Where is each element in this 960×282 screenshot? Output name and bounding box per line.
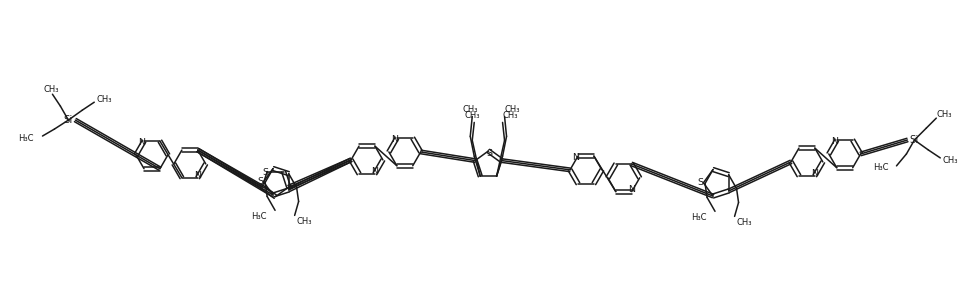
Text: N: N (138, 138, 146, 147)
Text: CH₃: CH₃ (937, 110, 952, 119)
Text: H₃C: H₃C (18, 133, 34, 142)
Text: CH₃: CH₃ (503, 111, 518, 120)
Text: CH₃: CH₃ (465, 111, 480, 120)
Text: H₃C: H₃C (691, 213, 708, 222)
Text: N: N (194, 171, 202, 180)
Text: H₃C: H₃C (252, 212, 267, 221)
Text: S: S (697, 178, 704, 187)
Text: CH₃: CH₃ (736, 218, 753, 227)
Text: CH₃: CH₃ (463, 105, 478, 114)
Text: CH₃: CH₃ (505, 105, 520, 114)
Text: N: N (572, 153, 580, 162)
Text: CH₃: CH₃ (96, 95, 112, 104)
Text: N: N (372, 167, 378, 176)
Text: N: N (392, 135, 398, 144)
Text: S: S (257, 177, 263, 186)
Text: N: N (811, 169, 818, 178)
Text: CH₃: CH₃ (297, 217, 312, 226)
Text: Si: Si (63, 115, 73, 125)
Text: CH₃: CH₃ (943, 157, 958, 166)
Text: S: S (262, 168, 268, 177)
Text: N: N (628, 185, 636, 194)
Text: CH₃: CH₃ (44, 85, 60, 94)
Text: S: S (487, 149, 492, 158)
Text: H₃C: H₃C (873, 163, 889, 172)
Text: N: N (831, 137, 838, 146)
Text: Si: Si (910, 135, 919, 145)
